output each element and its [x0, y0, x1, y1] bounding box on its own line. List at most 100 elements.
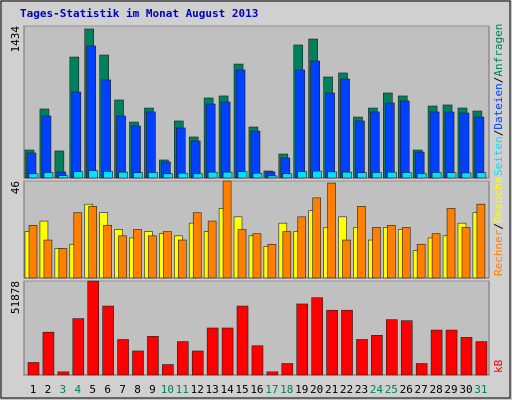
bar [250, 130, 261, 179]
bar [133, 172, 143, 179]
bar [221, 327, 234, 376]
bar [133, 229, 142, 279]
bar [327, 171, 337, 179]
bar [372, 227, 381, 279]
bar [86, 45, 97, 179]
bar [461, 172, 472, 179]
x-tick-label: 29 [444, 383, 457, 396]
bar [325, 92, 335, 179]
x-tick-label: 5 [89, 383, 96, 396]
bar [41, 115, 52, 179]
bar [327, 182, 336, 279]
bar [387, 224, 396, 279]
x-tick-label: 15 [235, 383, 248, 396]
bar [237, 229, 247, 279]
bar [342, 239, 351, 279]
bar [148, 172, 158, 179]
bar [356, 339, 368, 376]
bar [297, 171, 308, 179]
bar [147, 336, 159, 376]
bar [191, 350, 204, 376]
bar [206, 327, 219, 376]
bar [178, 172, 188, 179]
bar [444, 111, 455, 179]
x-tick-label: 11 [176, 383, 189, 396]
bar [476, 203, 486, 279]
legend-entry: Anfragen [492, 24, 505, 77]
y-tick-label: 51878 [9, 281, 22, 314]
legend-entry: Seiten [492, 136, 505, 176]
bar [132, 350, 144, 376]
bar [163, 173, 173, 179]
bar [73, 171, 84, 179]
x-tick-label: 18 [280, 383, 293, 396]
legend: Rechner/Besuche [492, 177, 505, 276]
bar [475, 341, 488, 376]
bar [192, 173, 203, 179]
bar [446, 208, 456, 279]
bar [28, 224, 38, 279]
bar [73, 212, 83, 279]
bar [103, 224, 112, 279]
bar [252, 233, 262, 279]
bar [252, 172, 263, 179]
bar [386, 319, 398, 376]
x-tick-label: 6 [104, 383, 111, 396]
bar [372, 172, 382, 179]
x-tick-label: 7 [119, 383, 126, 396]
legend-entry: Besuche [492, 177, 505, 223]
bar [459, 112, 470, 179]
legend-entry: Rechner [492, 229, 505, 276]
legend-entry: Dateien [492, 83, 505, 129]
bar [295, 69, 306, 179]
bar [416, 173, 427, 179]
bar [431, 233, 441, 279]
x-tick-label: 30 [459, 383, 472, 396]
bar [416, 243, 426, 279]
bar [430, 329, 443, 376]
bar [297, 216, 307, 279]
bar [341, 309, 353, 376]
x-tick-label: 16 [250, 383, 263, 396]
bar [371, 335, 383, 376]
bar [57, 371, 70, 376]
bar [42, 331, 55, 376]
bar [190, 140, 201, 179]
legend-entry: kB [492, 359, 505, 373]
bar [312, 170, 322, 179]
bar [431, 172, 442, 179]
x-tick-label: 28 [429, 383, 442, 396]
bar [58, 175, 69, 179]
bar [312, 197, 321, 279]
bar [266, 371, 279, 376]
bar [357, 206, 366, 279]
x-tick-label: 31 [474, 383, 487, 396]
bar [118, 171, 128, 179]
x-tick-label: 4 [74, 383, 81, 396]
bar [58, 248, 68, 279]
legend-separator: / [492, 130, 505, 137]
bar [282, 173, 293, 179]
x-tick-label: 8 [134, 383, 141, 396]
bar [357, 172, 367, 179]
bar [103, 171, 113, 179]
bar [310, 60, 320, 179]
legend: Seiten/Dateien/Anfragen [492, 24, 505, 176]
bar [474, 116, 485, 179]
bar [385, 102, 395, 179]
bar [235, 69, 246, 179]
x-tick-label: 17 [265, 383, 278, 396]
bar [445, 329, 458, 376]
bar [207, 171, 218, 179]
bar [220, 101, 231, 179]
bar [311, 297, 323, 376]
bar [401, 227, 411, 279]
x-tick-label: 10 [161, 383, 174, 396]
bar [267, 175, 278, 179]
legend-separator: / [492, 223, 505, 230]
bar [131, 125, 141, 179]
bar [401, 172, 412, 179]
bar [355, 120, 365, 179]
